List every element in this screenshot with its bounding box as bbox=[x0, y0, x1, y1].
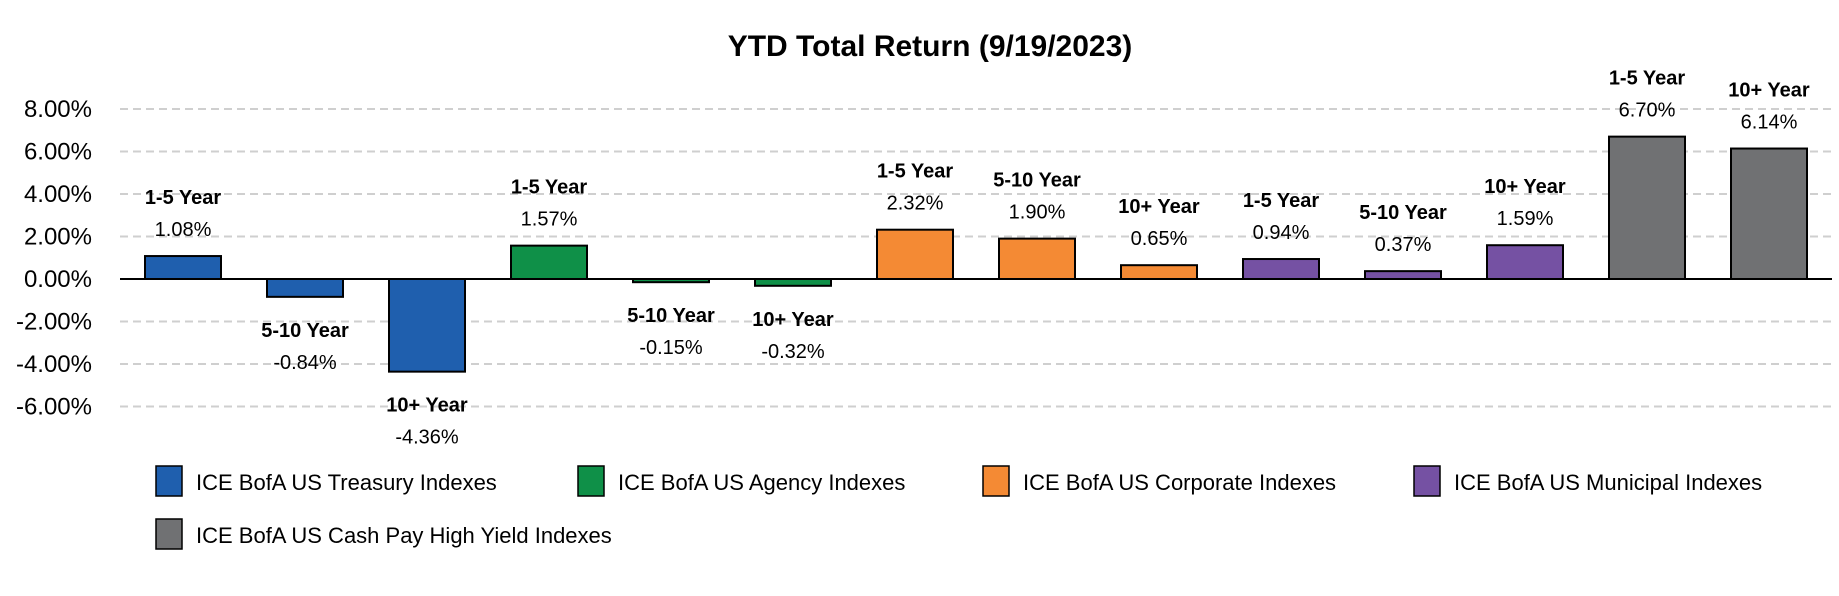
y-tick-label: 0.00% bbox=[24, 266, 92, 293]
bar bbox=[1242, 258, 1320, 280]
legend: ICE BofA US Treasury Indexes ICE BofA US … bbox=[155, 465, 1762, 550]
bar bbox=[998, 237, 1076, 280]
legend-swatch bbox=[1413, 465, 1441, 497]
bar bbox=[144, 255, 222, 280]
legend-entry: ICE BofA US Treasury Indexes bbox=[196, 470, 497, 495]
legend-swatch bbox=[155, 465, 183, 497]
value-label: 2.32% bbox=[887, 193, 944, 215]
y-axis-ticks: 8.00% 6.00% 4.00% 2.00% 0.00% -2.00% -4.00% -6.… bbox=[16, 96, 92, 421]
legend-entry: ICE BofA US Municipal Indexes bbox=[1454, 470, 1762, 495]
value-label: 1.57% bbox=[521, 209, 578, 231]
category-label: 5-10 Year bbox=[627, 305, 715, 327]
value-label: 0.65% bbox=[1131, 228, 1188, 250]
bar bbox=[1120, 264, 1198, 280]
value-label: 1.90% bbox=[1009, 202, 1066, 224]
value-label: 0.37% bbox=[1375, 234, 1432, 256]
value-label: -0.84% bbox=[273, 352, 337, 374]
category-label: 10+ Year bbox=[752, 309, 834, 331]
legend-swatch bbox=[982, 465, 1010, 497]
value-label: -4.36% bbox=[395, 427, 459, 449]
category-label: 10+ Year bbox=[1118, 196, 1200, 218]
bar bbox=[266, 278, 344, 298]
legend-entry: ICE BofA US Agency Indexes bbox=[618, 470, 905, 495]
category-label: 1-5 Year bbox=[1243, 190, 1320, 212]
category-label: 5-10 Year bbox=[993, 170, 1081, 192]
value-label: 6.70% bbox=[1619, 100, 1676, 122]
value-label: 0.94% bbox=[1253, 222, 1310, 244]
chart-title: YTD Total Return (9/19/2023) bbox=[728, 30, 1133, 63]
category-label: 1-5 Year bbox=[511, 177, 588, 199]
gridlines bbox=[120, 108, 1832, 408]
category-label: 1-5 Year bbox=[877, 161, 954, 183]
y-tick-label: 4.00% bbox=[24, 181, 92, 208]
category-label: 5-10 Year bbox=[261, 320, 349, 342]
y-tick-label: 6.00% bbox=[24, 139, 92, 166]
value-label: 6.14% bbox=[1741, 112, 1798, 134]
category-label: 1-5 Year bbox=[1609, 68, 1686, 90]
value-label: -0.32% bbox=[761, 341, 825, 363]
bar bbox=[1486, 244, 1564, 280]
value-label: -0.15% bbox=[639, 337, 703, 359]
value-label: 1.08% bbox=[155, 219, 212, 241]
bar bbox=[876, 228, 954, 280]
y-tick-label: -4.00% bbox=[16, 351, 92, 378]
legend-entry: ICE BofA US Corporate Indexes bbox=[1023, 470, 1336, 495]
legend-entry: ICE BofA US Cash Pay High Yield Indexes bbox=[196, 523, 612, 548]
data-labels: 1-5 Year 1.08% 5-10 Year -0.84% 10+ Year -4.3… bbox=[145, 68, 1810, 449]
legend-swatch bbox=[155, 518, 183, 550]
bar bbox=[1364, 270, 1442, 281]
bar bbox=[388, 278, 466, 373]
bar bbox=[510, 244, 588, 280]
y-tick-label: 2.00% bbox=[24, 224, 92, 251]
category-label: 1-5 Year bbox=[145, 187, 222, 209]
bar bbox=[1730, 147, 1808, 280]
bar bbox=[754, 278, 832, 287]
category-label: 10+ Year bbox=[1484, 176, 1566, 198]
legend-swatch bbox=[577, 465, 605, 497]
y-tick-label: -2.00% bbox=[16, 309, 92, 336]
bars bbox=[144, 135, 1808, 373]
category-label: 10+ Year bbox=[1728, 80, 1810, 102]
y-tick-label: 8.00% bbox=[24, 96, 92, 123]
bar bbox=[1608, 135, 1686, 280]
y-tick-label: -6.00% bbox=[16, 394, 92, 421]
category-label: 10+ Year bbox=[386, 395, 468, 417]
category-label: 5-10 Year bbox=[1359, 202, 1447, 224]
value-label: 1.59% bbox=[1497, 208, 1554, 230]
